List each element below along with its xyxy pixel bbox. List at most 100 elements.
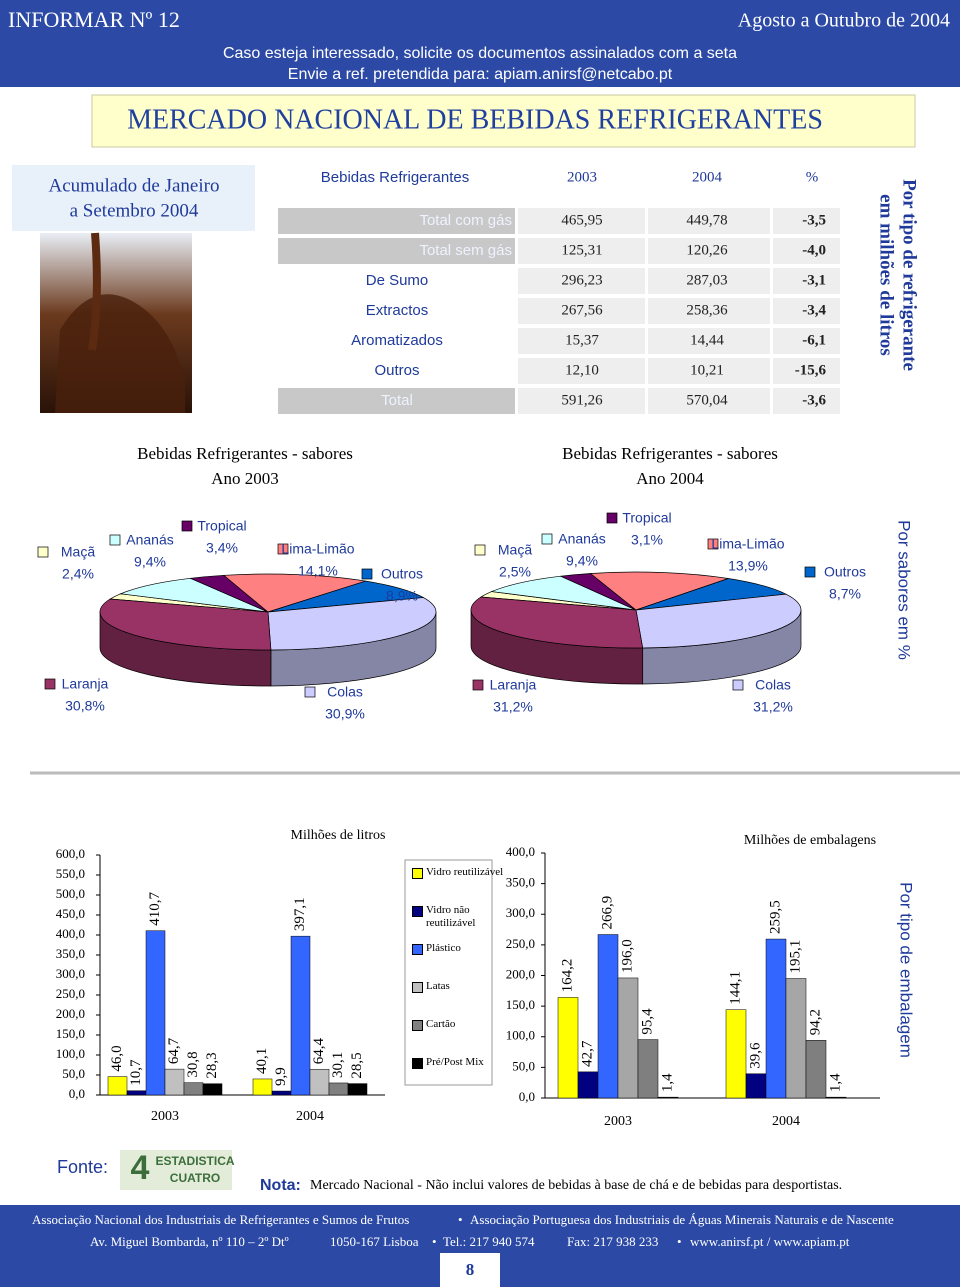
row-label: Extractos	[366, 302, 429, 319]
table-cell	[648, 238, 770, 264]
table-cell	[648, 328, 770, 354]
bar	[657, 1096, 679, 1099]
slice-value: 8,9%	[386, 588, 418, 604]
legend-swatch	[361, 568, 373, 580]
legend-swatch	[44, 678, 56, 690]
bar-value-label: 94,2	[807, 1009, 823, 1035]
photo-shape	[55, 294, 185, 413]
bar	[765, 938, 787, 1099]
legend-swatch	[412, 868, 423, 879]
legend-entry: Latas	[412, 980, 506, 993]
table-cell	[773, 268, 840, 294]
row-label: Total sem gás	[419, 242, 512, 259]
association: Associação Nacional dos Industriais de R…	[32, 1212, 409, 1227]
table-value: -6,1	[802, 332, 826, 348]
table-note: em milhões de litros	[876, 194, 897, 356]
legend-entry: Vidro não reutilizável	[412, 904, 506, 930]
table-cell	[648, 208, 770, 234]
pie-slice	[99, 598, 272, 651]
bar	[290, 935, 311, 1096]
y-tick-label: 350,0	[56, 946, 85, 961]
bar	[825, 1096, 847, 1099]
bullet: •	[432, 1234, 437, 1249]
chart-title: Milhões de embalagens	[744, 833, 876, 848]
table-header: %	[806, 169, 819, 185]
bar	[725, 1009, 747, 1099]
slice-label: Maçã	[498, 542, 532, 558]
bar	[309, 1068, 330, 1096]
y-tick-label: 600,0	[56, 846, 85, 861]
table-cell	[518, 328, 645, 354]
y-tick-label: 300,0	[56, 966, 85, 981]
address: 1050-167 Lisboa	[330, 1234, 419, 1249]
chart-subtitle: Ano 2004	[636, 469, 704, 488]
y-tick-label: 400,0	[506, 844, 535, 859]
bar	[805, 1040, 827, 1099]
y-tick-label: 400,0	[56, 926, 85, 941]
table-cell	[518, 298, 645, 324]
slice-value: 31,2%	[493, 699, 533, 715]
slice-label: Lima-Limão	[711, 536, 784, 552]
table-value: 120,26	[686, 242, 728, 258]
slice-label: Lima-Limão	[281, 541, 354, 557]
row-label: Total	[381, 392, 413, 409]
slice-label: Colas	[327, 684, 363, 700]
bar	[164, 1068, 185, 1096]
table-header: 2004	[692, 169, 723, 185]
pie-slice	[267, 597, 437, 651]
legend-label: Latas	[426, 980, 450, 992]
legend-entry: Cartão	[412, 1018, 506, 1031]
bar	[107, 1076, 128, 1096]
slice-value: 3,1%	[631, 532, 663, 548]
bar	[271, 1090, 292, 1096]
note-label: Nota:	[260, 1177, 301, 1194]
table-cell	[648, 268, 770, 294]
page-number: 8	[466, 1260, 475, 1279]
bar-value-label: 9,9	[273, 1067, 289, 1086]
legend-swatch	[474, 544, 486, 556]
slice-value: 3,4%	[206, 540, 238, 556]
table-value: -3,1	[802, 272, 826, 288]
y-tick-label: 50,0	[62, 1066, 85, 1081]
pie-slice	[635, 578, 788, 611]
legend-label: Vidro não reutilizável	[426, 904, 476, 929]
table-cell	[773, 238, 840, 264]
slice-label: Laranja	[62, 676, 109, 692]
legend-box	[404, 859, 493, 1086]
chart-title: Bebidas Refrigerantes - sabores	[137, 444, 353, 463]
bar-value-label: 64,4	[311, 1037, 327, 1064]
table-cell	[518, 238, 645, 264]
address: Tel.: 217 940 574	[443, 1234, 535, 1249]
pie-slice	[119, 577, 269, 613]
banner: MERCADO NACIONAL DE BEBIDAS REFRIGERANTE…	[127, 104, 823, 135]
x-tick-label: 2003	[151, 1109, 179, 1124]
table-cell	[278, 388, 515, 414]
slice-label: Maçã	[61, 544, 95, 560]
bar-value-label: 410,7	[147, 891, 163, 925]
table-value: -3,4	[802, 302, 826, 318]
logo-text: 4	[131, 1149, 150, 1187]
legend-swatch	[606, 512, 618, 524]
slice-value: 8,7%	[829, 586, 861, 602]
bar-value-label: 30,1	[330, 1052, 346, 1078]
x-tick-label: 2004	[296, 1109, 324, 1124]
legend-entry: Pré/Post Mix	[412, 1056, 506, 1069]
bar	[126, 1090, 147, 1096]
legend-entry: Vidro reutilizável	[412, 866, 506, 879]
table-cell	[648, 358, 770, 384]
slice-value: 14,1%	[298, 563, 338, 579]
logo-box	[120, 1150, 232, 1190]
bar-value-label: 28,3	[204, 1052, 220, 1078]
address: Av. Miguel Bombarda, nº 110 – 2º Dtº	[90, 1234, 289, 1249]
slice-label: Outros	[381, 566, 423, 582]
y-tick-label: 350,0	[506, 875, 535, 890]
pie-slice	[267, 580, 425, 613]
pie-slice	[589, 571, 729, 611]
legend-swatch	[109, 534, 121, 546]
legend-swatch	[37, 546, 49, 558]
y-tick-label: 500,0	[56, 886, 85, 901]
table-cell	[518, 358, 645, 384]
source-label: Fonte:	[57, 1157, 108, 1177]
bar	[745, 1073, 767, 1099]
